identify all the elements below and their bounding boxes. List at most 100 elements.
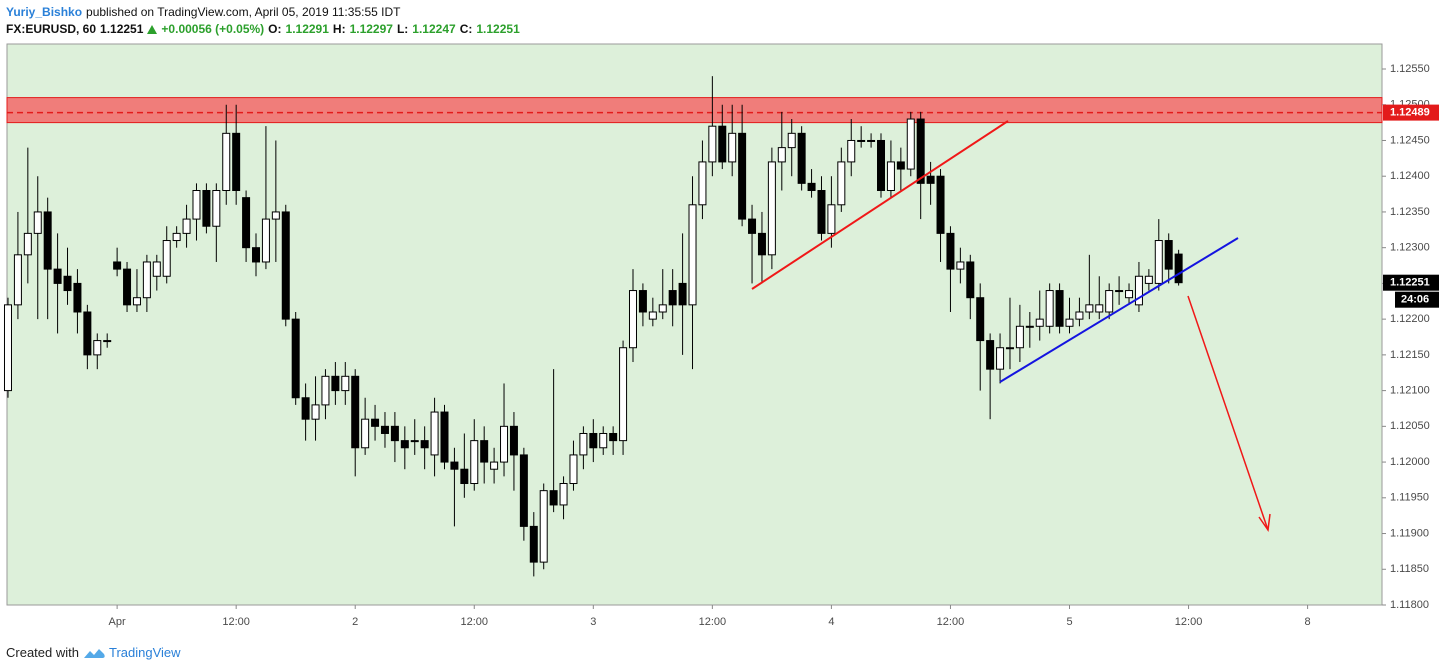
ohlc-label: H: bbox=[332, 22, 346, 36]
candle-body bbox=[738, 132, 747, 220]
candle-body bbox=[886, 161, 895, 192]
chart: 1.11800 1.11850 1.11900 1.11950 1.12000 1.120… bbox=[3, 43, 1439, 628]
candle-body bbox=[103, 340, 112, 343]
candle-body bbox=[152, 261, 161, 277]
arrow-head bbox=[1258, 513, 1271, 533]
candle-body bbox=[271, 211, 280, 220]
footer: Created with TradingView bbox=[6, 645, 181, 660]
candle-body bbox=[232, 132, 241, 192]
y-tick-label: 1.12200 bbox=[1390, 313, 1430, 325]
candle-body bbox=[728, 132, 737, 163]
candle-body bbox=[638, 290, 647, 313]
candle-body bbox=[380, 425, 389, 434]
candle-body bbox=[509, 425, 518, 456]
candle-body bbox=[480, 440, 489, 463]
trend-line[interactable] bbox=[751, 120, 1009, 290]
x-tick-label: 12:00 bbox=[1175, 616, 1203, 628]
y-tick-label: 1.12050 bbox=[1390, 420, 1430, 432]
candle-body bbox=[529, 525, 538, 563]
candle-body bbox=[619, 347, 628, 442]
countdown-label: 24:06 bbox=[1401, 294, 1429, 306]
candle-body bbox=[1045, 290, 1054, 327]
countdown-tag bbox=[1395, 291, 1439, 308]
candle-body bbox=[678, 282, 687, 306]
candle-body bbox=[579, 432, 588, 456]
ohlc-value: 1.12297 bbox=[349, 22, 393, 36]
candle-body bbox=[767, 161, 776, 256]
candle-body bbox=[291, 318, 300, 399]
x-tick-label: 2 bbox=[352, 616, 358, 628]
up-arrow bbox=[147, 24, 158, 34]
symbol-line: FX:EURUSD, 60 1.12251 +0.00056 (+0.05%) … bbox=[6, 22, 520, 36]
candle-body bbox=[202, 190, 211, 227]
candle-body bbox=[430, 411, 439, 456]
candle-body bbox=[341, 375, 350, 392]
candle-body bbox=[916, 118, 925, 184]
candle-body bbox=[123, 268, 132, 306]
x-tick-label: Apr bbox=[109, 616, 126, 628]
candle-body bbox=[757, 232, 766, 256]
candle-body bbox=[1065, 318, 1074, 327]
candle-body bbox=[1174, 253, 1183, 284]
candle-body bbox=[1095, 304, 1104, 313]
candle-body bbox=[113, 261, 122, 270]
candle-body bbox=[281, 211, 290, 320]
candle-body bbox=[132, 297, 141, 306]
candle-body bbox=[936, 175, 945, 234]
price-tag-label: 1.12489 bbox=[1390, 107, 1430, 119]
last-price-label: 1.12251 bbox=[1390, 277, 1430, 289]
candle-body bbox=[857, 139, 866, 142]
candle-body bbox=[668, 290, 677, 306]
author[interactable]: Yuriy_Bishko bbox=[6, 5, 83, 19]
x-tick-label: 12:00 bbox=[937, 616, 965, 628]
candle-body bbox=[797, 132, 806, 184]
x-tick-label: 4 bbox=[828, 616, 834, 628]
y-tick-label: 1.12400 bbox=[1390, 170, 1430, 182]
candle-body bbox=[43, 211, 52, 270]
y-tick-label: 1.12100 bbox=[1390, 385, 1430, 397]
candle-body bbox=[450, 461, 459, 470]
candle-body bbox=[748, 218, 757, 234]
resistance-zone bbox=[6, 97, 1383, 124]
candle-body bbox=[648, 311, 657, 320]
candle-body bbox=[242, 197, 251, 249]
candle-body bbox=[440, 411, 449, 463]
candle-body bbox=[470, 440, 479, 485]
candle-body bbox=[906, 118, 915, 170]
candle-body bbox=[787, 132, 796, 149]
candle-body bbox=[1035, 318, 1044, 327]
candle-body bbox=[252, 247, 261, 263]
candle-body bbox=[1164, 240, 1173, 270]
candle-body bbox=[1075, 311, 1084, 320]
candle-body bbox=[301, 397, 310, 420]
candle-body bbox=[172, 232, 181, 242]
candle-body bbox=[410, 440, 419, 443]
arrow[interactable] bbox=[1187, 295, 1269, 531]
published: published on TradingView.com, April 05, … bbox=[86, 5, 401, 19]
brand[interactable]: TradingView bbox=[108, 645, 181, 660]
candle-body bbox=[261, 218, 270, 263]
y-tick-label: 1.12300 bbox=[1390, 242, 1430, 254]
footer-text: Created with bbox=[6, 645, 79, 660]
candle-body bbox=[896, 161, 905, 170]
candle-body bbox=[162, 240, 171, 277]
y-tick-label: 1.11950 bbox=[1390, 492, 1429, 504]
candle-body bbox=[609, 432, 618, 442]
y-tick-label: 1.12350 bbox=[1390, 206, 1430, 218]
candle-body bbox=[996, 347, 1005, 370]
candle-body bbox=[827, 204, 836, 234]
candle-body bbox=[311, 404, 320, 420]
candle-body bbox=[321, 375, 330, 406]
candle-body bbox=[1005, 347, 1014, 350]
candle-body bbox=[966, 261, 975, 299]
candle-body bbox=[867, 139, 876, 142]
candle-body bbox=[1085, 304, 1094, 313]
last-price: 1.12251 bbox=[100, 22, 144, 36]
change: +0.00056 (+0.05%) bbox=[161, 22, 265, 36]
candle-body bbox=[331, 375, 340, 392]
candle-body bbox=[628, 290, 637, 349]
price-tag bbox=[1383, 104, 1439, 121]
candle-body bbox=[33, 211, 42, 234]
trend-line[interactable] bbox=[999, 237, 1239, 383]
